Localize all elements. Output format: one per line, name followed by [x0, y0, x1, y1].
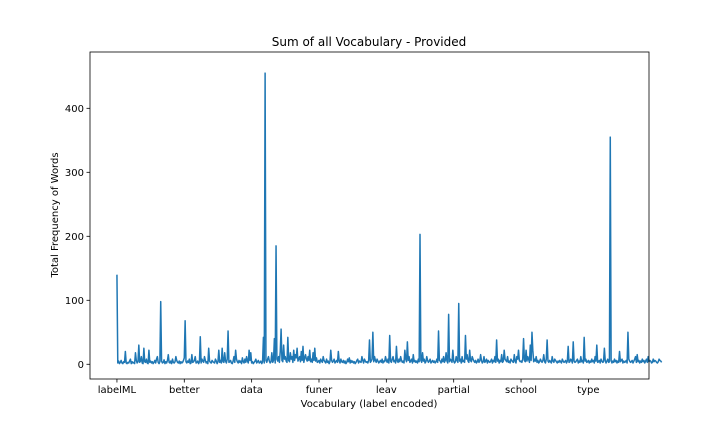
y-tick-label: 400	[65, 104, 84, 115]
x-tick-label: funer	[306, 385, 333, 396]
x-tick-label: data	[240, 385, 263, 396]
x-tick-label: type	[577, 385, 599, 396]
x-axis-label: Vocabulary (label encoded)	[301, 399, 438, 410]
y-tick-label: 100	[65, 296, 84, 307]
y-axis: 0 100 200 300 400	[65, 104, 90, 371]
chart-title: Sum of all Vocabulary - Provided	[272, 35, 467, 49]
plot-series	[116, 72, 663, 365]
x-axis: labelML better data funer leav partial school t…	[98, 379, 600, 396]
x-tick-label: school	[505, 385, 537, 396]
x-tick-label: partial	[438, 385, 470, 396]
plot-frame	[89, 51, 650, 380]
y-tick-label: 0	[78, 360, 84, 371]
x-tick-label: better	[169, 385, 200, 396]
x-tick-label: leav	[376, 385, 397, 396]
y-tick-label: 200	[65, 232, 84, 243]
x-tick-label: labelML	[98, 385, 137, 396]
y-axis-label: Total Frequency of Words	[50, 152, 61, 278]
y-tick-label: 300	[65, 168, 84, 179]
series-line	[116, 72, 663, 365]
